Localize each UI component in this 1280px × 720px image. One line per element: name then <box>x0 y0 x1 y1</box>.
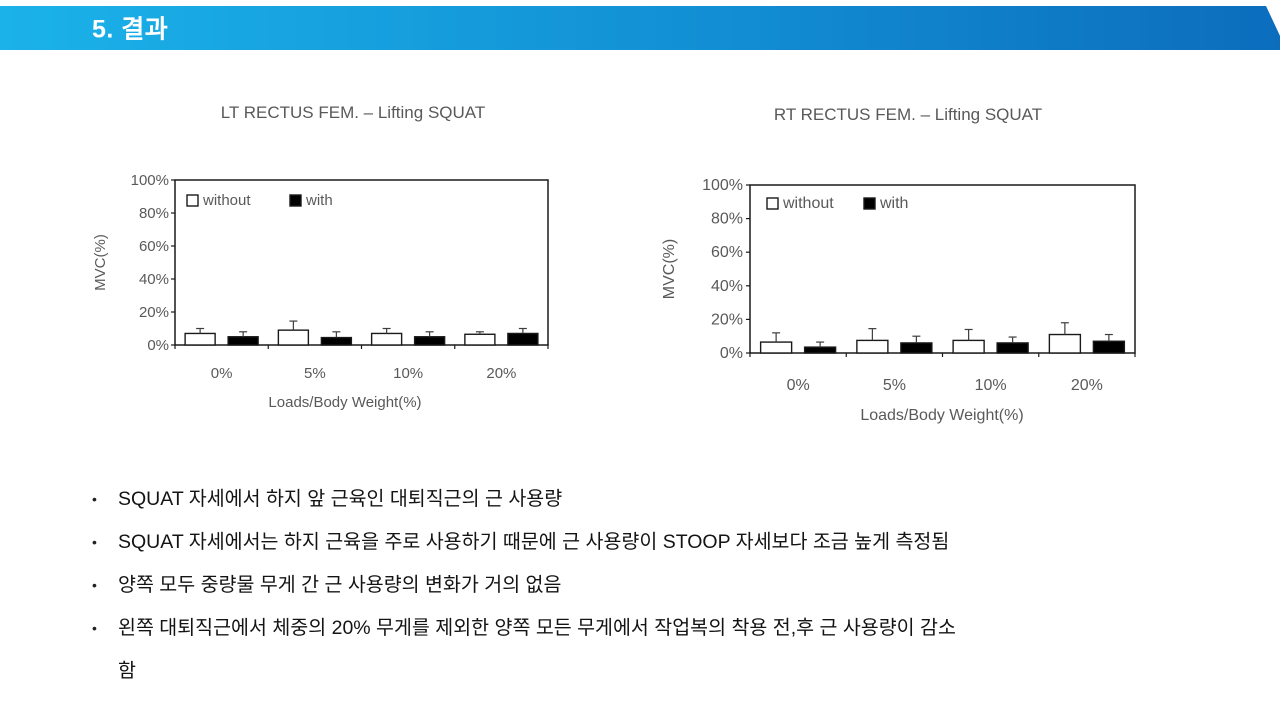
x-tick-label: 0% <box>787 377 810 394</box>
bar-with-0 <box>227 336 259 346</box>
bar-with-1 <box>900 342 933 354</box>
bar-without-2 <box>370 332 403 346</box>
slide-title: 5. 결과 <box>92 15 169 44</box>
y-tick-label: 80% <box>139 205 169 222</box>
bullet-item: • 양쪽 모두 중량물 무게 간 근 사용량의 변화가 거의 없음 <box>90 564 1170 607</box>
chart-rt-rectus-fem: RT RECTUS FEM. – Lifting SQUAT 0% 20% 40% 60… <box>655 100 1155 450</box>
bar-with-3 <box>507 332 539 346</box>
bar-without-2 <box>952 339 985 354</box>
y-tick-label: 40% <box>711 278 743 295</box>
bullet-text: SQUAT 자세에서 하지 앞 근육인 대퇴직근의 근 사용량 <box>118 488 563 510</box>
bullet-marker: • <box>92 491 97 507</box>
legend-swatch-with <box>289 194 302 207</box>
legend-swatch-without <box>186 194 199 207</box>
y-tick-label: 20% <box>711 311 743 328</box>
bullet-marker: • <box>92 620 97 636</box>
chart-title: LT RECTUS FEM. – Lifting SQUAT <box>221 103 486 122</box>
bullet-item: • 왼쪽 대퇴직근에서 체중의 20% 무게를 제외한 양쪽 모든 무게에서 작업… <box>90 607 1170 693</box>
x-tick-label: 20% <box>486 365 516 382</box>
bar-without-3 <box>464 333 496 346</box>
legend-label-with: with <box>305 192 333 209</box>
x-axis-title: Loads/Body Weight(%) <box>860 407 1023 424</box>
bullet-list: • SQUAT 자세에서 하지 앞 근육인 대퇴직근의 근 사용량 • SQUAT 자… <box>90 478 1170 693</box>
x-tick-label: 5% <box>304 365 326 382</box>
bar-with-0 <box>803 346 837 354</box>
bar-without-0 <box>759 341 793 354</box>
bullet-text: 양쪽 모두 중량물 무게 간 근 사용량의 변화가 거의 없음 <box>118 574 562 596</box>
x-axis-title: Loads/Body Weight(%) <box>268 394 421 411</box>
x-tick-label: 20% <box>1071 377 1103 394</box>
bullet-text: SQUAT 자세에서는 하지 근육을 주로 사용하기 때문에 근 사용량이 ST… <box>118 531 950 553</box>
bullet-text: 왼쪽 대퇴직근에서 체중의 20% 무게를 제외한 양쪽 모든 무게에서 작업복… <box>118 617 956 682</box>
legend-label-without: without <box>782 195 834 212</box>
y-tick-label: 20% <box>139 304 169 321</box>
chart-lt-rectus-fem-svg: LT RECTUS FEM. – Lifting SQUAT 0% 20% 40% 60… <box>92 103 549 411</box>
y-tick-label: 80% <box>711 211 743 228</box>
legend-label-without: without <box>202 192 251 209</box>
y-tick-label: 60% <box>711 244 743 261</box>
y-tick-label: 100% <box>702 177 743 194</box>
chart-lt-rectus-fem: LT RECTUS FEM. – Lifting SQUAT 0% 20% 40% 60… <box>90 95 570 435</box>
bar-without-1 <box>277 329 310 346</box>
bar-with-2 <box>413 336 446 346</box>
bar-with-1 <box>320 336 353 346</box>
chart-title: RT RECTUS FEM. – Lifting SQUAT <box>774 105 1042 124</box>
bar-without-1 <box>856 339 889 354</box>
y-axis-title: MVC(%) <box>92 234 109 291</box>
y-tick-label: 40% <box>139 271 169 288</box>
legend-label-with: with <box>879 195 908 212</box>
x-tick-label: 10% <box>975 377 1007 394</box>
chart-rt-rectus-fem-svg: RT RECTUS FEM. – Lifting SQUAT 0% 20% 40% 60… <box>661 105 1136 424</box>
y-tick-label: 100% <box>131 172 169 189</box>
y-axis-title: MVC(%) <box>661 239 678 299</box>
y-tick-label: 0% <box>720 345 743 362</box>
bullet-marker: • <box>92 577 97 593</box>
y-tick-label: 60% <box>139 238 169 255</box>
bar-with-3 <box>1092 340 1126 354</box>
header-bar: 5. 결과 <box>0 6 1280 50</box>
bullet-item: • SQUAT 자세에서 하지 앞 근육인 대퇴직근의 근 사용량 <box>90 478 1170 521</box>
bar-with-2 <box>996 342 1029 354</box>
x-tick-label: 0% <box>211 365 233 382</box>
bullet-item: • SQUAT 자세에서는 하지 근육을 주로 사용하기 때문에 근 사용량이 S… <box>90 521 1170 564</box>
legend-swatch-without <box>766 197 779 210</box>
bullet-marker: • <box>92 534 97 550</box>
y-tick-label: 0% <box>147 337 169 354</box>
bar-without-3 <box>1048 333 1082 354</box>
x-tick-label: 5% <box>883 377 906 394</box>
legend-swatch-with <box>863 197 876 210</box>
bar-without-0 <box>184 332 216 346</box>
x-tick-label: 10% <box>393 365 423 382</box>
